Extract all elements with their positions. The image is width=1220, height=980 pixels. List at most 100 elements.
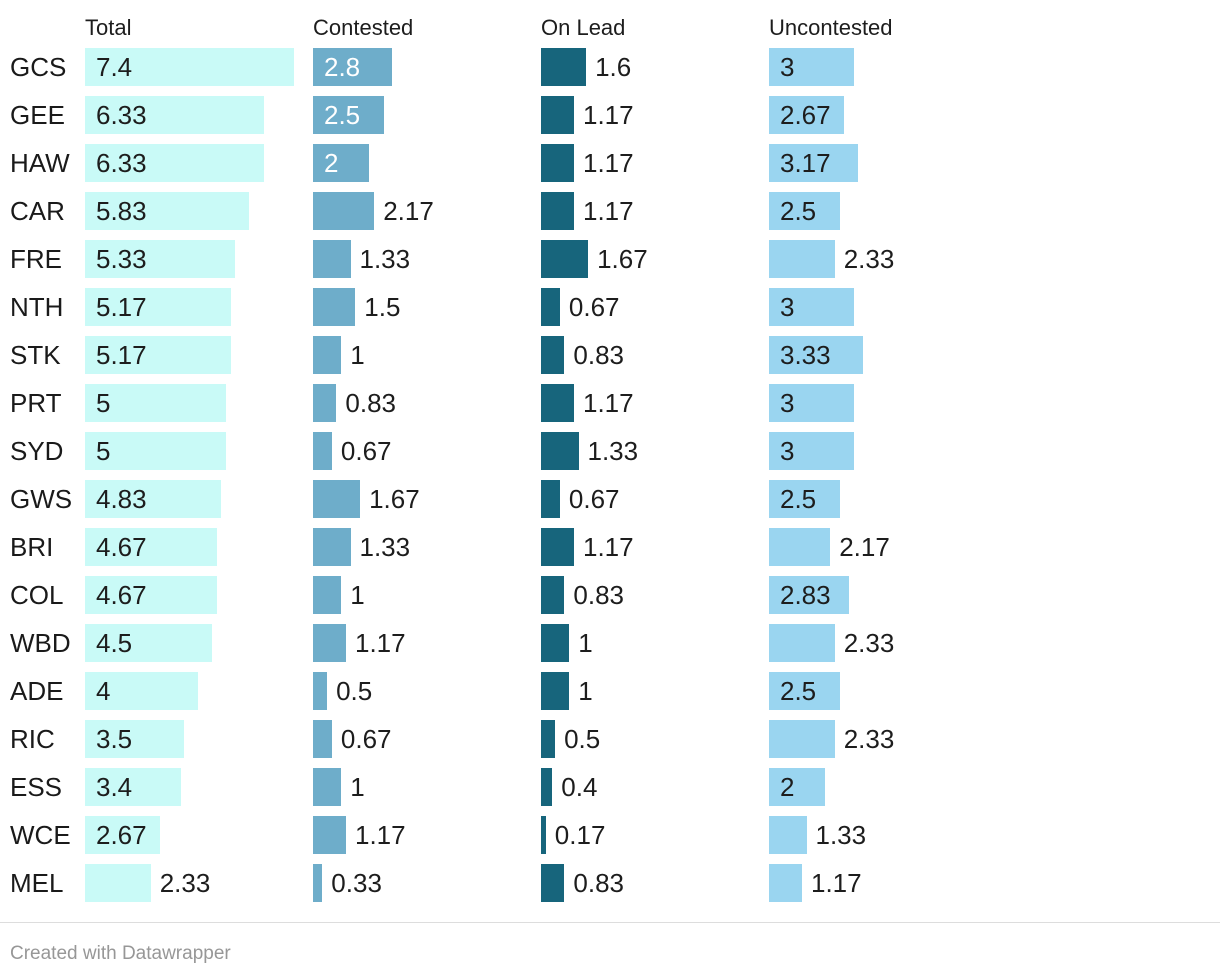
bar-value-label: 2.17 (383, 196, 434, 226)
bar-value-label: 4.5 (96, 628, 133, 658)
bar (85, 528, 217, 566)
bar-cell-on-lead: 1 (541, 624, 769, 662)
bar-cell-on-lead: 0.83 (541, 576, 769, 614)
row-label: NTH (10, 292, 64, 322)
bar-cell-total: 7.4 (85, 48, 313, 86)
bar-cell-uncontested: 3 (769, 432, 997, 470)
bar-cell-on-lead: 1.17 (541, 528, 769, 566)
bar-value-label: 1.67 (597, 244, 648, 274)
bar-value-label: 1 (350, 580, 365, 610)
bar (313, 240, 351, 278)
bar-cell-uncontested: 2.5 (769, 672, 997, 710)
bar-cell-contested: 1 (313, 336, 541, 374)
bar-cell-on-lead: 0.83 (541, 864, 769, 902)
bar-value-label: 1.17 (583, 532, 634, 562)
bar-value-label: 2.5 (780, 196, 817, 226)
bar-cell-on-lead: 1.17 (541, 384, 769, 422)
chart-row: CAR 5.83 2.17 1.17 2.5 (10, 192, 1220, 230)
bar (85, 240, 236, 278)
bar (769, 576, 849, 614)
column-header-uncontested: Uncontested (769, 15, 893, 40)
bar (85, 672, 198, 710)
bar-value-label: 4.67 (96, 532, 147, 562)
bar (541, 720, 556, 758)
bar (769, 48, 854, 86)
bar (85, 720, 184, 758)
bar (85, 288, 231, 326)
chart-row: RIC 3.5 0.67 0.5 2.33 (10, 720, 1220, 758)
bar-value-label: 2 (780, 772, 795, 802)
chart-row: NTH 5.17 1.5 0.67 3 (10, 288, 1220, 326)
bar-value-label: 1.17 (355, 628, 406, 658)
bar (769, 288, 854, 326)
bar-cell-contested: 0.5 (313, 672, 541, 710)
bar (85, 144, 264, 182)
bar-cell-uncontested: 2.5 (769, 192, 997, 230)
bar (313, 528, 351, 566)
row-label: HAW (10, 148, 70, 178)
bar (313, 48, 392, 86)
row-label: GWS (10, 484, 73, 514)
bar (85, 432, 226, 470)
row-label: FRE (10, 244, 62, 274)
bar-value-label: 1 (578, 628, 593, 658)
bar (541, 480, 560, 518)
bar-cell-contested: 0.83 (313, 384, 541, 422)
attribution-link[interactable]: Created with Datawrapper (10, 943, 231, 964)
bar-value-label: 5.33 (96, 244, 147, 274)
bar-value-label: 1.17 (583, 148, 634, 178)
bar-value-label: 2.33 (843, 244, 895, 274)
bar (313, 384, 337, 422)
bar (313, 288, 356, 326)
row-label: STK (10, 340, 61, 370)
bar-cell-on-lead: 1.33 (541, 432, 769, 470)
bar-value-label: 0.67 (340, 724, 392, 754)
bar-cell-uncontested: 3 (769, 48, 997, 86)
bar (541, 864, 565, 902)
bar (313, 432, 332, 470)
bar-cell-uncontested: 2.67 (769, 96, 997, 134)
bar (541, 816, 546, 854)
chart-row: GEE 6.33 2.5 1.17 2.67 (10, 96, 1220, 134)
bar (769, 96, 845, 134)
bar-cell-total: 3.5 (85, 720, 313, 758)
bar-value-label: 3 (780, 436, 795, 466)
bar-cell-total: 4.67 (85, 576, 313, 614)
row-label: RIC (10, 724, 55, 754)
chart-row: GWS 4.83 1.67 0.67 2.5 (10, 480, 1220, 518)
bar (541, 432, 579, 470)
bar-value-label: 2.8 (324, 52, 361, 82)
bar-value-label: 2.5 (780, 484, 817, 514)
bar-cell-total: 2.67 (85, 816, 313, 854)
bar-cell-uncontested: 2.5 (769, 480, 997, 518)
bar (541, 336, 565, 374)
bar (85, 336, 231, 374)
bar-value-label: 2.33 (843, 724, 895, 754)
bar-cell-on-lead: 1.6 (541, 48, 769, 86)
bar (541, 144, 574, 182)
bar (85, 624, 212, 662)
row-label: ADE (10, 676, 64, 706)
bar (85, 816, 161, 854)
bar-cell-contested: 1.33 (313, 528, 541, 566)
bar-value-label: 3.17 (780, 148, 831, 178)
chart-rows: GCS 7.4 2.8 1.6 3 GEE 6.33 2.5 1.17 2.67 HAW 6.33 2 1… (10, 48, 1220, 902)
bar (541, 96, 574, 134)
bar (541, 576, 565, 614)
bar-value-label: 2.5 (780, 676, 817, 706)
bar-cell-uncontested: 3 (769, 384, 997, 422)
row-label: ESS (10, 772, 63, 802)
bar-cell-total: 5 (85, 384, 313, 422)
row-label: SYD (10, 436, 64, 466)
bar-cell-contested: 0.67 (313, 432, 541, 470)
bar-cell-contested: 2.5 (313, 96, 541, 134)
chart-row: STK 5.17 1 0.83 3.33 (10, 336, 1220, 374)
attribution: Created with Datawrapper (0, 922, 1220, 965)
row-label: CAR (10, 196, 65, 226)
bar-value-label: 5 (96, 388, 111, 418)
bar (541, 288, 560, 326)
bar-value-label: 0.33 (331, 868, 382, 898)
bar-value-label: 6.33 (96, 148, 147, 178)
bar (313, 720, 332, 758)
